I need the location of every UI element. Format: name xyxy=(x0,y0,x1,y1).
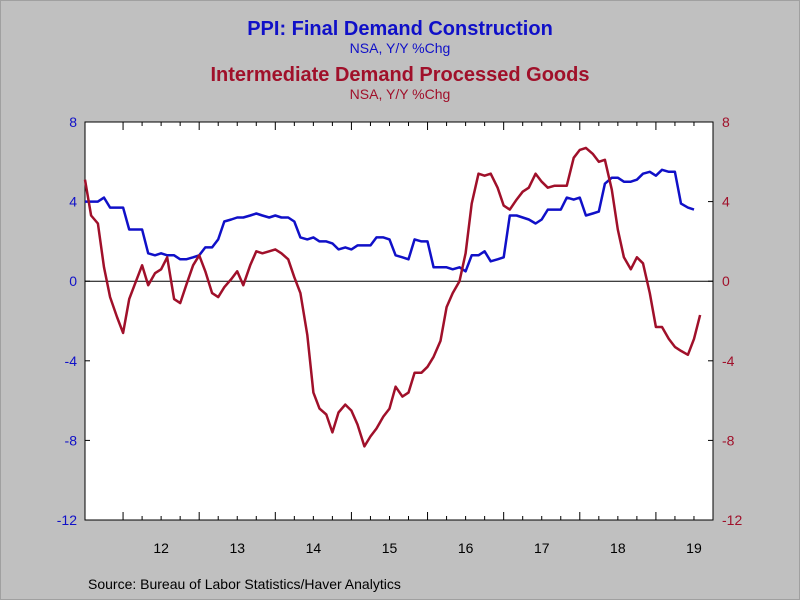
y-left-tick-label: -8 xyxy=(65,432,78,448)
x-tick-label: 19 xyxy=(686,540,702,556)
x-tick-label: 12 xyxy=(153,540,169,556)
x-tick-label: 13 xyxy=(229,540,245,556)
x-tick-label: 17 xyxy=(534,540,550,556)
y-right-tick-label: -4 xyxy=(722,353,735,369)
x-tick-label: 18 xyxy=(610,540,626,556)
chart-title-construction: PPI: Final Demand Construction xyxy=(247,18,553,40)
y-right-tick-label: 0 xyxy=(722,273,730,289)
y-left-tick-label: 4 xyxy=(69,194,77,210)
y-left-tick-label: -4 xyxy=(65,353,78,369)
chart-subtitle-processed-goods: NSA, Y/Y %Chg xyxy=(349,86,451,102)
source-note: Source: Bureau of Labor Statistics/Haver… xyxy=(88,576,401,592)
series-line-processed_goods xyxy=(83,146,702,448)
plot-area xyxy=(84,121,714,521)
y-left-tick-label: -12 xyxy=(57,512,77,528)
chart-subtitle-construction: NSA, Y/Y %Chg xyxy=(349,40,451,56)
y-left-tick-label: 0 xyxy=(69,273,77,289)
series-line-construction xyxy=(85,168,695,273)
y-left-tick-label: 8 xyxy=(69,114,77,130)
x-tick-label: 15 xyxy=(382,540,398,556)
y-right-tick-label: -12 xyxy=(722,512,742,528)
y-right-tick-label: -8 xyxy=(722,432,735,448)
y-right-tick-label: 4 xyxy=(722,194,730,210)
y-right-tick-label: 8 xyxy=(722,114,730,130)
x-tick-label: 14 xyxy=(306,540,322,556)
chart-title-processed-goods: Intermediate Demand Processed Goods xyxy=(210,64,590,86)
x-tick-label: 16 xyxy=(458,540,474,556)
